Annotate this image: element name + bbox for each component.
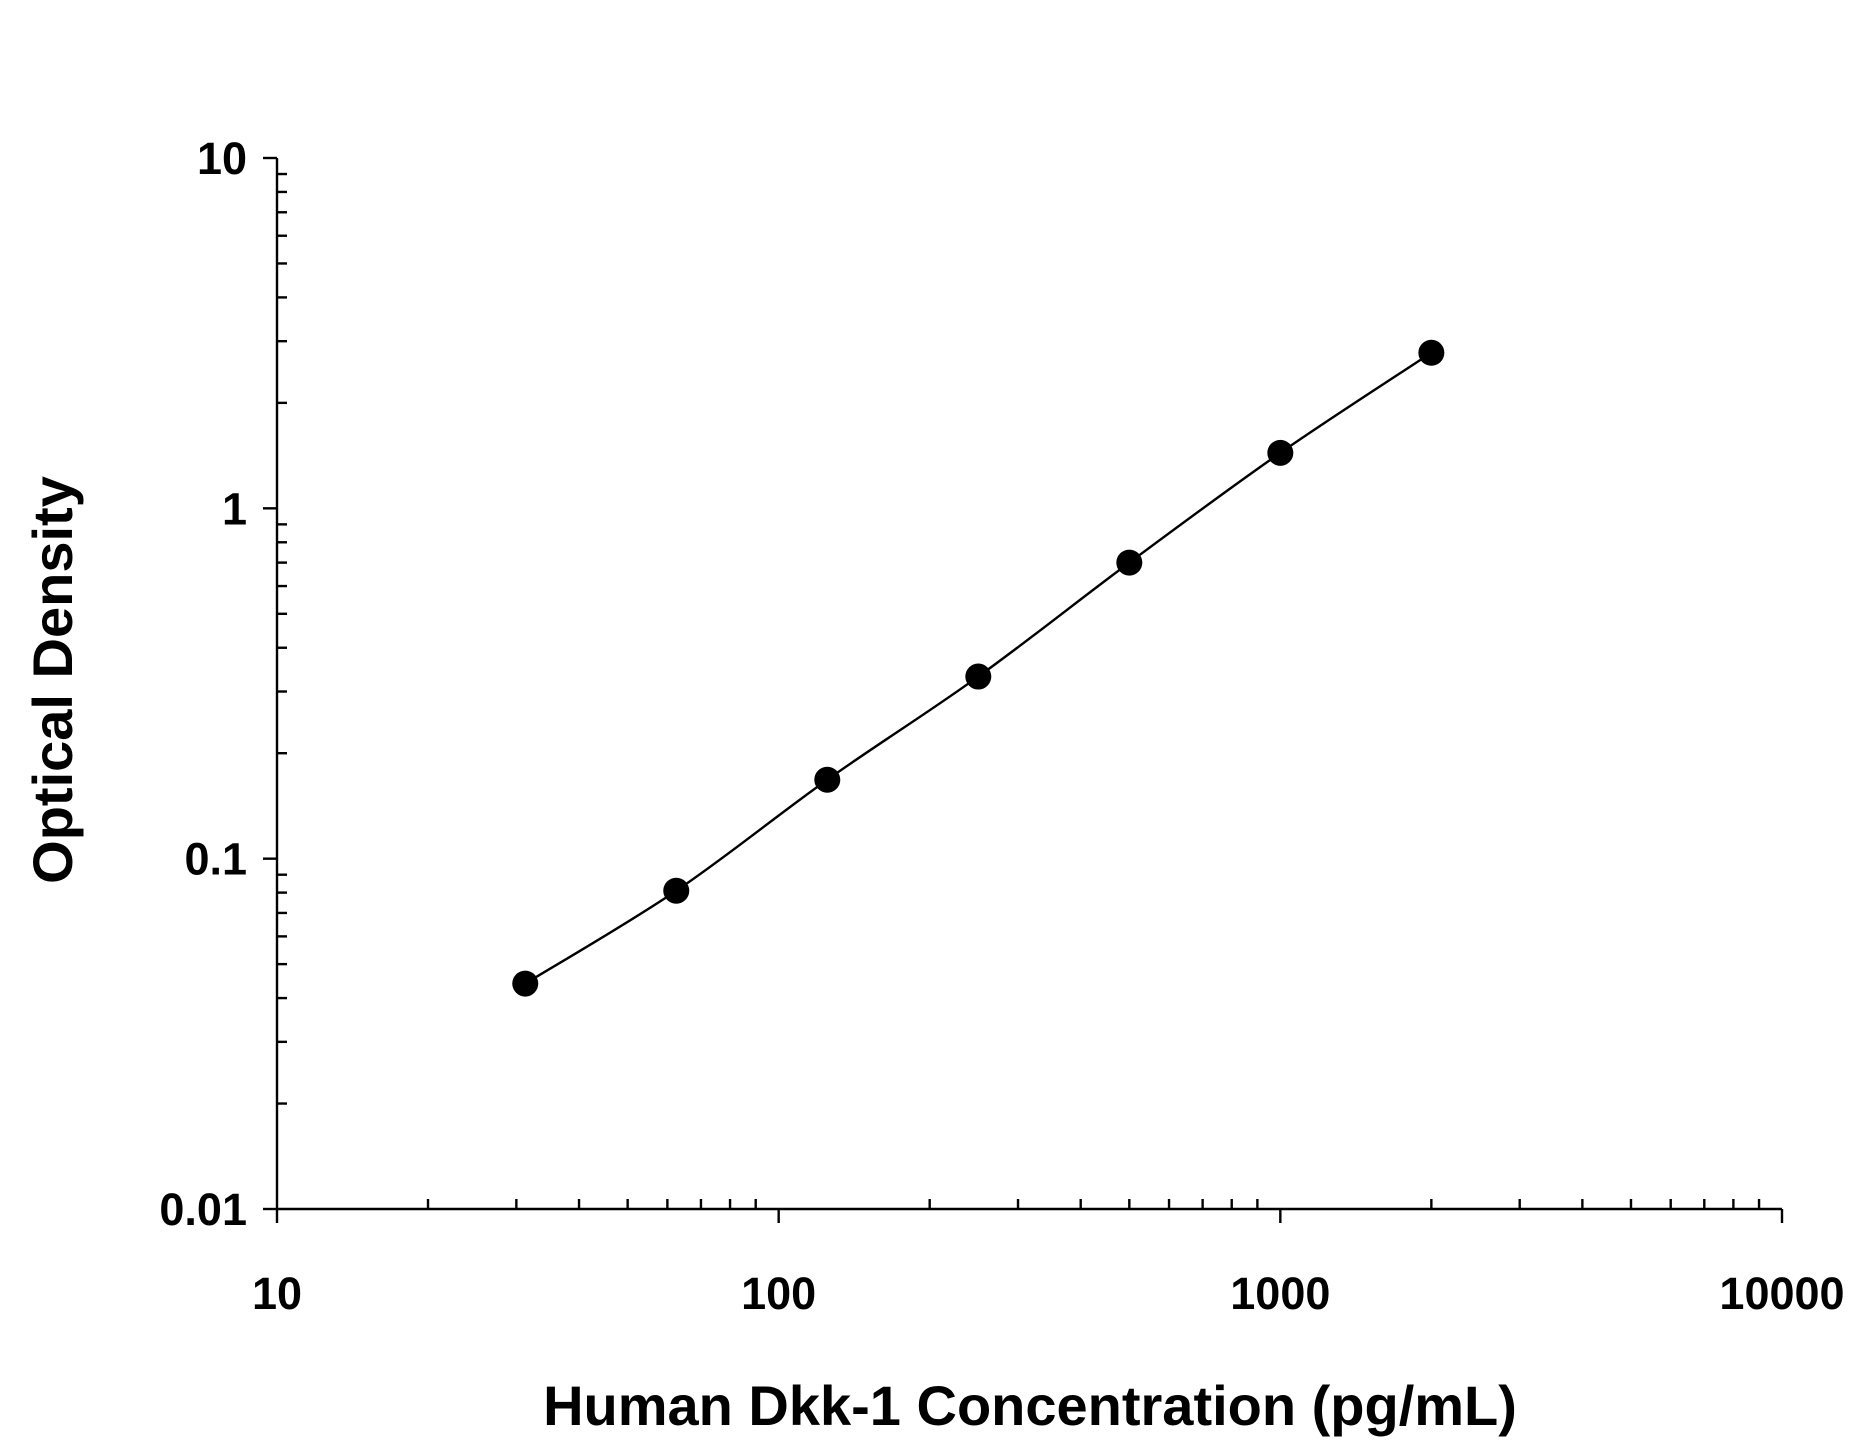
data-point — [814, 766, 841, 793]
data-points — [512, 339, 1445, 997]
y-tick-labels: 0.01 0.1 1 10 — [159, 133, 247, 1235]
axes — [263, 156, 1784, 1223]
data-point — [965, 663, 992, 690]
data-point — [512, 970, 539, 997]
y-tick-label: 1 — [222, 483, 247, 534]
data-point — [1267, 439, 1294, 466]
x-tick-labels: 10 100 1000 10000 — [252, 1268, 1845, 1319]
data-point — [1418, 339, 1445, 366]
x-axis-title: Human Dkk-1 Concentration (pg/mL) — [543, 1374, 1517, 1437]
y-tick-label: 0.1 — [184, 834, 247, 885]
data-point — [1116, 549, 1143, 576]
data-point — [663, 877, 690, 904]
x-tick-label: 10 — [252, 1268, 302, 1319]
y-axis-title: Optical Density — [21, 476, 84, 884]
x-tick-label: 100 — [741, 1268, 816, 1319]
y-tick-label: 10 — [197, 133, 247, 184]
x-tick-label: 1000 — [1230, 1268, 1330, 1319]
y-tick-label: 0.01 — [159, 1184, 247, 1235]
x-tick-label: 10000 — [1719, 1268, 1844, 1319]
